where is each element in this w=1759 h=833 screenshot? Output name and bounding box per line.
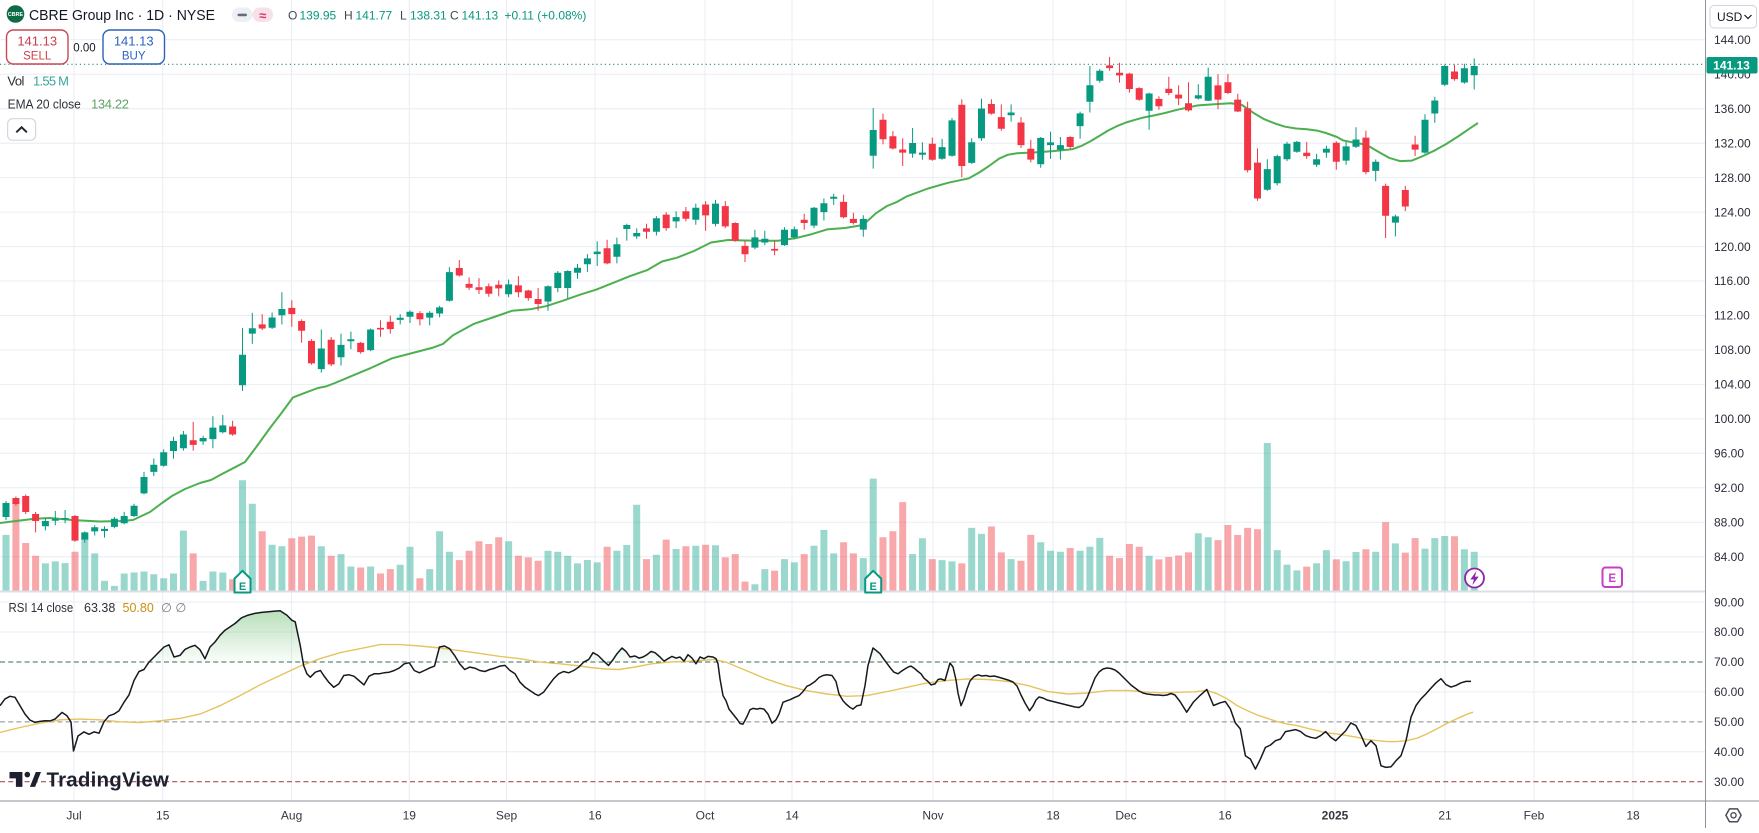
svg-text:100.00: 100.00 [1714, 412, 1751, 426]
svg-text:1.55 M: 1.55 M [33, 74, 69, 89]
svg-text:144.00: 144.00 [1714, 33, 1751, 47]
svg-text:90.00: 90.00 [1714, 595, 1744, 609]
svg-text:139.95: 139.95 [300, 8, 337, 22]
svg-text:TradingView: TradingView [47, 769, 170, 792]
svg-text:Dec: Dec [1115, 809, 1136, 823]
svg-text:104.00: 104.00 [1714, 378, 1751, 392]
svg-text:E: E [1608, 573, 1616, 585]
svg-text:136.00: 136.00 [1714, 102, 1751, 116]
svg-text:SELL: SELL [23, 51, 52, 63]
svg-text:Feb: Feb [1524, 809, 1545, 823]
svg-text:96.00: 96.00 [1714, 447, 1744, 461]
svg-text:L: L [400, 8, 407, 22]
svg-text:14: 14 [785, 809, 799, 823]
svg-text:50.80: 50.80 [123, 601, 154, 615]
svg-text:USD: USD [1717, 10, 1743, 24]
svg-text:18: 18 [1626, 809, 1640, 823]
svg-text:141.13: 141.13 [114, 34, 154, 49]
svg-text:141.13: 141.13 [17, 34, 57, 49]
svg-text:2025: 2025 [1322, 809, 1349, 823]
svg-text:116.00: 116.00 [1714, 274, 1750, 288]
svg-text:18: 18 [1046, 809, 1060, 823]
svg-text:19: 19 [403, 809, 417, 823]
svg-text:134.22: 134.22 [91, 97, 129, 112]
svg-text:16: 16 [1218, 809, 1232, 823]
svg-text:0.00: 0.00 [73, 43, 95, 55]
svg-text:BUY: BUY [122, 51, 146, 63]
svg-text:Nov: Nov [922, 809, 943, 823]
svg-text:Vol: Vol [7, 74, 24, 89]
svg-text:CBRE: CBRE [8, 12, 24, 18]
svg-text:141.77: 141.77 [356, 8, 393, 22]
svg-text:60.00: 60.00 [1714, 685, 1744, 699]
svg-text:16: 16 [588, 809, 602, 823]
svg-text:92.00: 92.00 [1714, 481, 1744, 495]
svg-text:21: 21 [1438, 809, 1452, 823]
svg-text:Sep: Sep [496, 809, 518, 823]
svg-text:EMA 20 close: EMA 20 close [8, 97, 81, 112]
svg-text:40.00: 40.00 [1714, 745, 1744, 759]
svg-text:H: H [344, 8, 353, 22]
svg-text:141.13: 141.13 [462, 8, 499, 22]
svg-text:138.31: 138.31 [410, 8, 447, 22]
svg-text:120.00: 120.00 [1714, 240, 1751, 254]
svg-text:E: E [870, 581, 877, 593]
svg-text:RSI 14 close: RSI 14 close [9, 601, 74, 615]
svg-text:132.00: 132.00 [1714, 136, 1751, 150]
svg-text:108.00: 108.00 [1714, 343, 1751, 357]
svg-text:124.00: 124.00 [1714, 205, 1751, 219]
svg-text:88.00: 88.00 [1714, 515, 1744, 529]
svg-text:63.38: 63.38 [84, 601, 115, 615]
svg-text:80.00: 80.00 [1714, 625, 1744, 639]
svg-text:84.00: 84.00 [1714, 550, 1744, 564]
svg-text:O: O [288, 8, 297, 22]
svg-text:50.00: 50.00 [1714, 715, 1744, 729]
svg-text:70.00: 70.00 [1714, 655, 1744, 669]
svg-text:128.00: 128.00 [1714, 171, 1751, 185]
svg-text:E: E [239, 581, 246, 593]
svg-text:Oct: Oct [696, 809, 715, 823]
svg-text:CBRE Group Inc · 1D · NYSE: CBRE Group Inc · 1D · NYSE [29, 7, 215, 24]
svg-text:30.00: 30.00 [1714, 775, 1744, 789]
svg-text:C: C [450, 8, 459, 22]
svg-text:Jul: Jul [66, 809, 81, 823]
svg-text:Aug: Aug [281, 809, 302, 823]
svg-text:∅ ∅: ∅ ∅ [161, 601, 186, 615]
svg-text:15: 15 [156, 809, 170, 823]
svg-text:+0.11 (+0.08%): +0.11 (+0.08%) [505, 8, 587, 22]
svg-text:112.00: 112.00 [1714, 309, 1750, 323]
svg-text:141.13: 141.13 [1713, 58, 1750, 72]
svg-text:≈: ≈ [259, 8, 266, 23]
